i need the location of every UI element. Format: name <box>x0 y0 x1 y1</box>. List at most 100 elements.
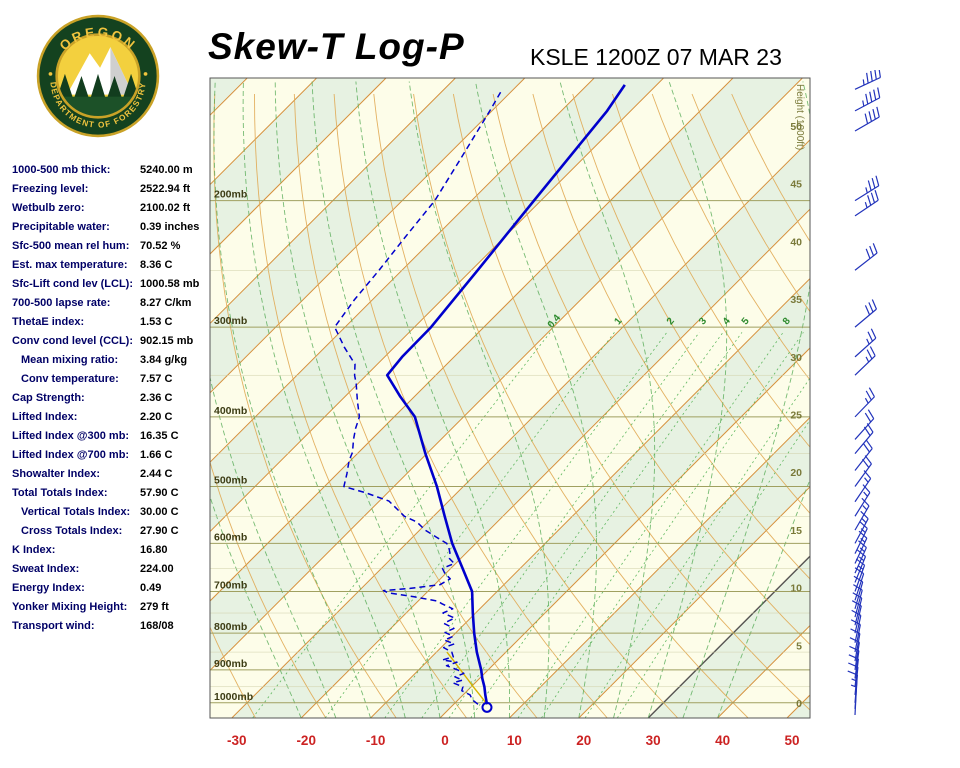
stat-value: 902.15 mb <box>140 335 194 347</box>
stat-row: 1000-500 mb thick: 5240.00 m <box>12 161 199 180</box>
stat-row: Cap Strength: 2.36 C <box>12 389 199 408</box>
stat-row: Sweat Index: 224.00 <box>12 560 199 579</box>
stat-row: Lifted Index @700 mb: 1.66 C <box>12 446 199 465</box>
band-layer <box>210 78 810 718</box>
stat-value: 3.84 g/kg <box>140 354 188 366</box>
stat-row: Lifted Index: 2.20 C <box>12 408 199 427</box>
pressure-axis-label: 400mb <box>214 405 247 417</box>
temp-axis-label: 50 <box>784 733 799 748</box>
stat-row: Showalter Index: 2.44 C <box>12 465 199 484</box>
stat-value: 8.36 C <box>140 259 173 271</box>
stat-value: 16.80 <box>140 544 168 556</box>
height-tick-label: 20 <box>790 467 802 479</box>
stat-label: Lifted Index: <box>12 411 78 423</box>
svg-text:2: 2 <box>665 316 677 328</box>
wind-barb-column <box>847 70 881 716</box>
stat-label: Est. max temperature: <box>12 259 128 271</box>
stat-label: Transport wind: <box>12 620 95 632</box>
stat-row: Est. max temperature: 8.36 C <box>12 256 199 275</box>
temp-axis-label: 40 <box>715 733 730 748</box>
stat-label: Wetbulb zero: <box>12 202 85 214</box>
stat-label: 1000-500 mb thick: <box>12 164 111 176</box>
stat-label: Cross Totals Index: <box>21 525 123 537</box>
stat-label: Lifted Index @300 mb: <box>12 430 130 442</box>
stat-label: Lifted Index @700 mb: <box>12 449 130 461</box>
stat-value: 2522.94 ft <box>140 183 191 195</box>
stat-value: 224.00 <box>140 563 174 575</box>
stat-value: 7.57 C <box>140 373 173 385</box>
temp-axis-label: -30 <box>227 733 247 748</box>
svg-text:1: 1 <box>612 316 624 328</box>
stat-row: Freezing level: 2522.94 ft <box>12 180 199 199</box>
temperature-trace <box>385 84 626 713</box>
stat-label: Cap Strength: <box>12 392 85 404</box>
stat-label: K Index: <box>12 544 56 556</box>
dewpoint-trace <box>333 88 503 705</box>
stat-value: 279 ft <box>140 601 169 613</box>
svg-text:5: 5 <box>740 316 752 328</box>
temp-axis-label: -10 <box>366 733 386 748</box>
temp-axis-label: 10 <box>507 733 522 748</box>
pressure-axis-label: 300mb <box>214 315 247 327</box>
parcel-trace <box>446 651 488 705</box>
svg-text:3: 3 <box>697 316 709 328</box>
mixing-ratio-labels: 0.4 1 2 3 4 5 8 <box>546 312 793 330</box>
stat-value: 0.39 inches <box>140 221 200 233</box>
pressure-grid-layer: 200mb 300mb 400mb 500mb 600mb 700mb 800mb 900mb… <box>210 189 810 704</box>
stat-label: Vertical Totals Index: <box>21 506 131 518</box>
stat-row: Mean mixing ratio: 3.84 g/kg <box>12 351 199 370</box>
stat-label: Sfc-Lift cond lev (LCL): <box>12 278 133 290</box>
stat-row: ThetaE index: 1.53 C <box>12 313 199 332</box>
stat-label: Showalter Index: <box>12 468 101 480</box>
stat-row: Conv cond level (CCL): 902.15 mb <box>12 332 199 351</box>
stat-value: 70.52 % <box>140 240 181 252</box>
height-tick-label: 30 <box>790 352 802 364</box>
height-tick-label: 35 <box>790 294 802 306</box>
temp-axis-label: 20 <box>576 733 591 748</box>
pressure-axis-label: 900mb <box>214 658 247 670</box>
stat-row: Yonker Mixing Height: 279 ft <box>12 598 199 617</box>
stat-label: Sweat Index: <box>12 563 80 575</box>
svg-text:4: 4 <box>721 316 733 328</box>
height-tick-label: 10 <box>790 583 802 595</box>
stat-row: Wetbulb zero: 2100.02 ft <box>12 199 199 218</box>
logo-inner-ring <box>55 33 141 119</box>
height-axis-title: Height (1000ft) <box>794 84 805 150</box>
height-tick-label: 50 <box>790 121 802 133</box>
stat-value: 168/08 <box>140 620 174 632</box>
stat-value: 8.27 C/km <box>140 297 192 309</box>
temp-axis-labels: -30 -20 -10 0 10 20 30 40 50 <box>227 733 799 748</box>
stat-value: 2100.02 ft <box>140 202 191 214</box>
stat-value: 1.53 C <box>140 316 173 328</box>
pressure-axis-label: 700mb <box>214 579 247 591</box>
logo-dot-left <box>48 72 53 76</box>
logo-dot-right <box>143 72 148 76</box>
stat-label: Energy Index: <box>12 582 85 594</box>
stats-panel: 1000-500 mb thick: 5240.00 m Freezing leve… <box>12 161 199 636</box>
stat-value: 1000.58 mb <box>140 278 200 290</box>
height-tick-label: 5 <box>796 640 802 652</box>
height-tick-label: 15 <box>790 525 802 537</box>
temp-axis-label: -20 <box>296 733 316 748</box>
stat-label: Mean mixing ratio: <box>21 354 119 366</box>
stat-value: 0.49 <box>140 582 162 594</box>
stat-label: Sfc-500 mean rel hum: <box>12 240 130 252</box>
stat-row: Sfc-Lift cond lev (LCL): 1000.58 mb <box>12 275 199 294</box>
stat-row: K Index: 16.80 <box>12 541 199 560</box>
stat-label: Precipitable water: <box>12 221 110 233</box>
svg-text:8: 8 <box>781 316 793 328</box>
stat-label: Conv cond level (CCL): <box>12 335 134 347</box>
stat-row: Energy Index: 0.49 <box>12 579 199 598</box>
stat-label: Yonker Mixing Height: <box>12 601 128 613</box>
stat-row: Lifted Index @300 mb: 16.35 C <box>12 427 199 446</box>
temp-axis-label: 0 <box>441 733 449 748</box>
stat-row: Conv temperature: 7.57 C <box>12 370 199 389</box>
height-tick-label: 0 <box>796 698 802 710</box>
height-tick-label: 45 <box>790 179 802 191</box>
moist-adiabat-layer <box>210 81 810 718</box>
stat-label: Total Totals Index: <box>12 487 108 499</box>
stat-label: Freezing level: <box>12 183 89 195</box>
stat-value: 57.90 C <box>140 487 179 499</box>
